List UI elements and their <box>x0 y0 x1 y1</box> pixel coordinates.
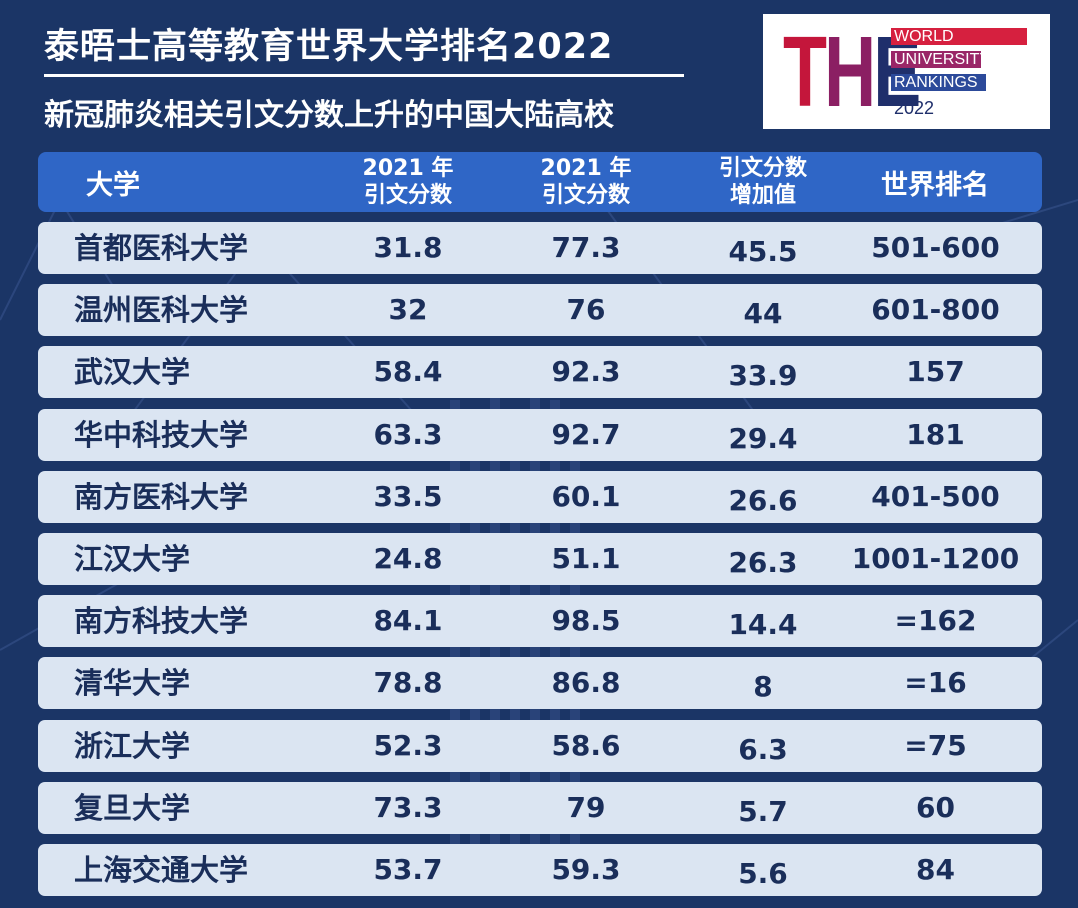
citation-increase: 5.6 <box>738 857 788 890</box>
citation-2022: 51.1 <box>551 542 621 575</box>
citation-2021: 58.4 <box>373 355 443 389</box>
page-title: 泰晤士高等教育世界大学排名2022 <box>44 27 614 67</box>
page-subtitle: 新冠肺炎相关引文分数上升的中国大陆高校 <box>44 98 614 133</box>
citation-2022: 92.7 <box>551 417 621 451</box>
table-row: 浙江大学 52.3 58.6 6.3 =75 <box>38 719 1042 772</box>
citation-increase: 8 <box>753 670 773 704</box>
world-rank: =162 <box>894 604 977 638</box>
table-row: 江汉大学 24.8 51.1 26.3 1001-1200 <box>38 533 1042 585</box>
citation-2022: 60.1 <box>551 479 621 513</box>
header-2021-citation: 2021 年引文分数 <box>343 152 473 212</box>
university-name: 江汉大学 <box>74 542 191 576</box>
citation-2021: 84.1 <box>373 604 443 638</box>
the-rankings-logo: THE WORLD UNIVERSITY RANKINGS 2022 <box>763 14 1050 129</box>
citation-2021: 32 <box>388 293 428 327</box>
header-c2-line2: 引文分数 <box>541 183 630 208</box>
logo-year: 2022 <box>894 98 935 118</box>
university-name: 南方科技大学 <box>74 604 249 639</box>
world-rank: 60 <box>916 790 955 824</box>
citation-2021: 73.3 <box>373 790 443 824</box>
citation-2021: 53.7 <box>373 853 443 886</box>
header-c3-line1: 引文分数 <box>718 156 807 181</box>
university-name: 温州医科大学 <box>74 293 249 328</box>
header-c1-line2: 引文分数 <box>363 183 452 208</box>
university-name: 华中科技大学 <box>74 417 249 452</box>
university-name: 浙江大学 <box>74 728 191 763</box>
header-university: 大学 <box>86 169 140 201</box>
logo-bar-red <box>891 28 1027 45</box>
citation-2021: 78.8 <box>373 666 443 700</box>
world-rank: 84 <box>916 853 955 886</box>
university-name: 武汉大学 <box>74 355 191 390</box>
logo-text-university: UNIVERSITY <box>894 51 991 68</box>
citation-2021: 31.8 <box>373 231 443 264</box>
table-row: 南方科技大学 84.1 98.5 14.4 =162 <box>38 595 1042 648</box>
university-name: 清华大学 <box>74 666 191 701</box>
world-rank: 401-500 <box>871 479 1000 513</box>
university-name: 南方医科大学 <box>74 479 249 514</box>
header-c2-line1: 2021 年 <box>540 156 632 181</box>
citation-increase: 14.4 <box>728 608 798 642</box>
citation-2021: 52.3 <box>373 728 443 762</box>
world-rank: 501-600 <box>871 231 1000 264</box>
world-rank: 601-800 <box>871 293 1000 327</box>
citation-2022: 92.3 <box>551 355 621 389</box>
citation-increase: 26.3 <box>728 546 798 579</box>
table-row: 温州医科大学 32 76 44 601-800 <box>38 284 1042 337</box>
logo-text-rankings: RANKINGS <box>894 74 978 91</box>
citation-increase: 29.4 <box>728 421 798 455</box>
citation-2022: 98.5 <box>551 604 621 638</box>
citation-2022: 58.6 <box>551 728 621 762</box>
table-row: 复旦大学 73.3 79 5.7 60 <box>38 781 1042 834</box>
logo-letter-t: T <box>783 16 827 128</box>
citation-2022: 76 <box>566 293 606 327</box>
logo-letter-h: H <box>824 16 876 128</box>
citation-increase: 26.6 <box>728 483 798 517</box>
header-c3-line2: 增加值 <box>729 183 796 208</box>
header-citation-increase: 引文分数 增加值 <box>698 152 828 212</box>
logo-text-world: WORLD <box>894 28 954 45</box>
title-divider <box>44 74 684 77</box>
citation-2022: 77.3 <box>551 231 621 264</box>
header-2022-citation: 2021 年引文分数 <box>521 152 651 212</box>
table-row: 华中科技大学 63.3 92.7 29.4 181 <box>38 408 1042 461</box>
university-name: 首都医科大学 <box>74 231 249 265</box>
world-rank: 181 <box>906 417 965 451</box>
citation-increase: 6.3 <box>738 732 788 766</box>
world-rank: =16 <box>904 666 967 700</box>
table-row: 首都医科大学 31.8 77.3 45.5 501-600 <box>38 222 1042 274</box>
citation-2021: 33.5 <box>373 479 443 513</box>
table-header: 大学 2021 年引文分数 2021 年引文分数 引文分数 增加值 世界排名 <box>38 152 1042 212</box>
university-name: 复旦大学 <box>74 790 191 825</box>
citation-increase: 45.5 <box>728 235 798 268</box>
logo-bar-blue <box>891 74 986 91</box>
world-rank: =75 <box>904 728 967 762</box>
citation-2022: 59.3 <box>551 853 621 886</box>
table-row: 上海交通大学 53.7 59.3 5.6 84 <box>38 844 1042 896</box>
table-row: 清华大学 78.8 86.8 8 =16 <box>38 657 1042 710</box>
table-row: 南方医科大学 33.5 60.1 26.6 401-500 <box>38 470 1042 523</box>
citation-2021: 63.3 <box>373 417 443 451</box>
logo-bar-purple <box>891 51 981 68</box>
citation-2022: 79 <box>566 790 606 824</box>
citation-2021: 24.8 <box>373 542 443 575</box>
world-rank: 157 <box>906 355 965 389</box>
citation-increase: 33.9 <box>728 359 798 393</box>
citation-2022: 86.8 <box>551 666 621 700</box>
header-world-rank: 世界排名 <box>881 169 989 201</box>
world-rank: 1001-1200 <box>851 542 1020 575</box>
citation-increase: 44 <box>743 297 783 331</box>
university-name: 上海交通大学 <box>74 853 249 887</box>
header-c1-line1: 2021 年 <box>362 156 454 181</box>
citation-increase: 5.7 <box>738 794 788 828</box>
table-row: 武汉大学 58.4 92.3 33.9 157 <box>38 346 1042 399</box>
